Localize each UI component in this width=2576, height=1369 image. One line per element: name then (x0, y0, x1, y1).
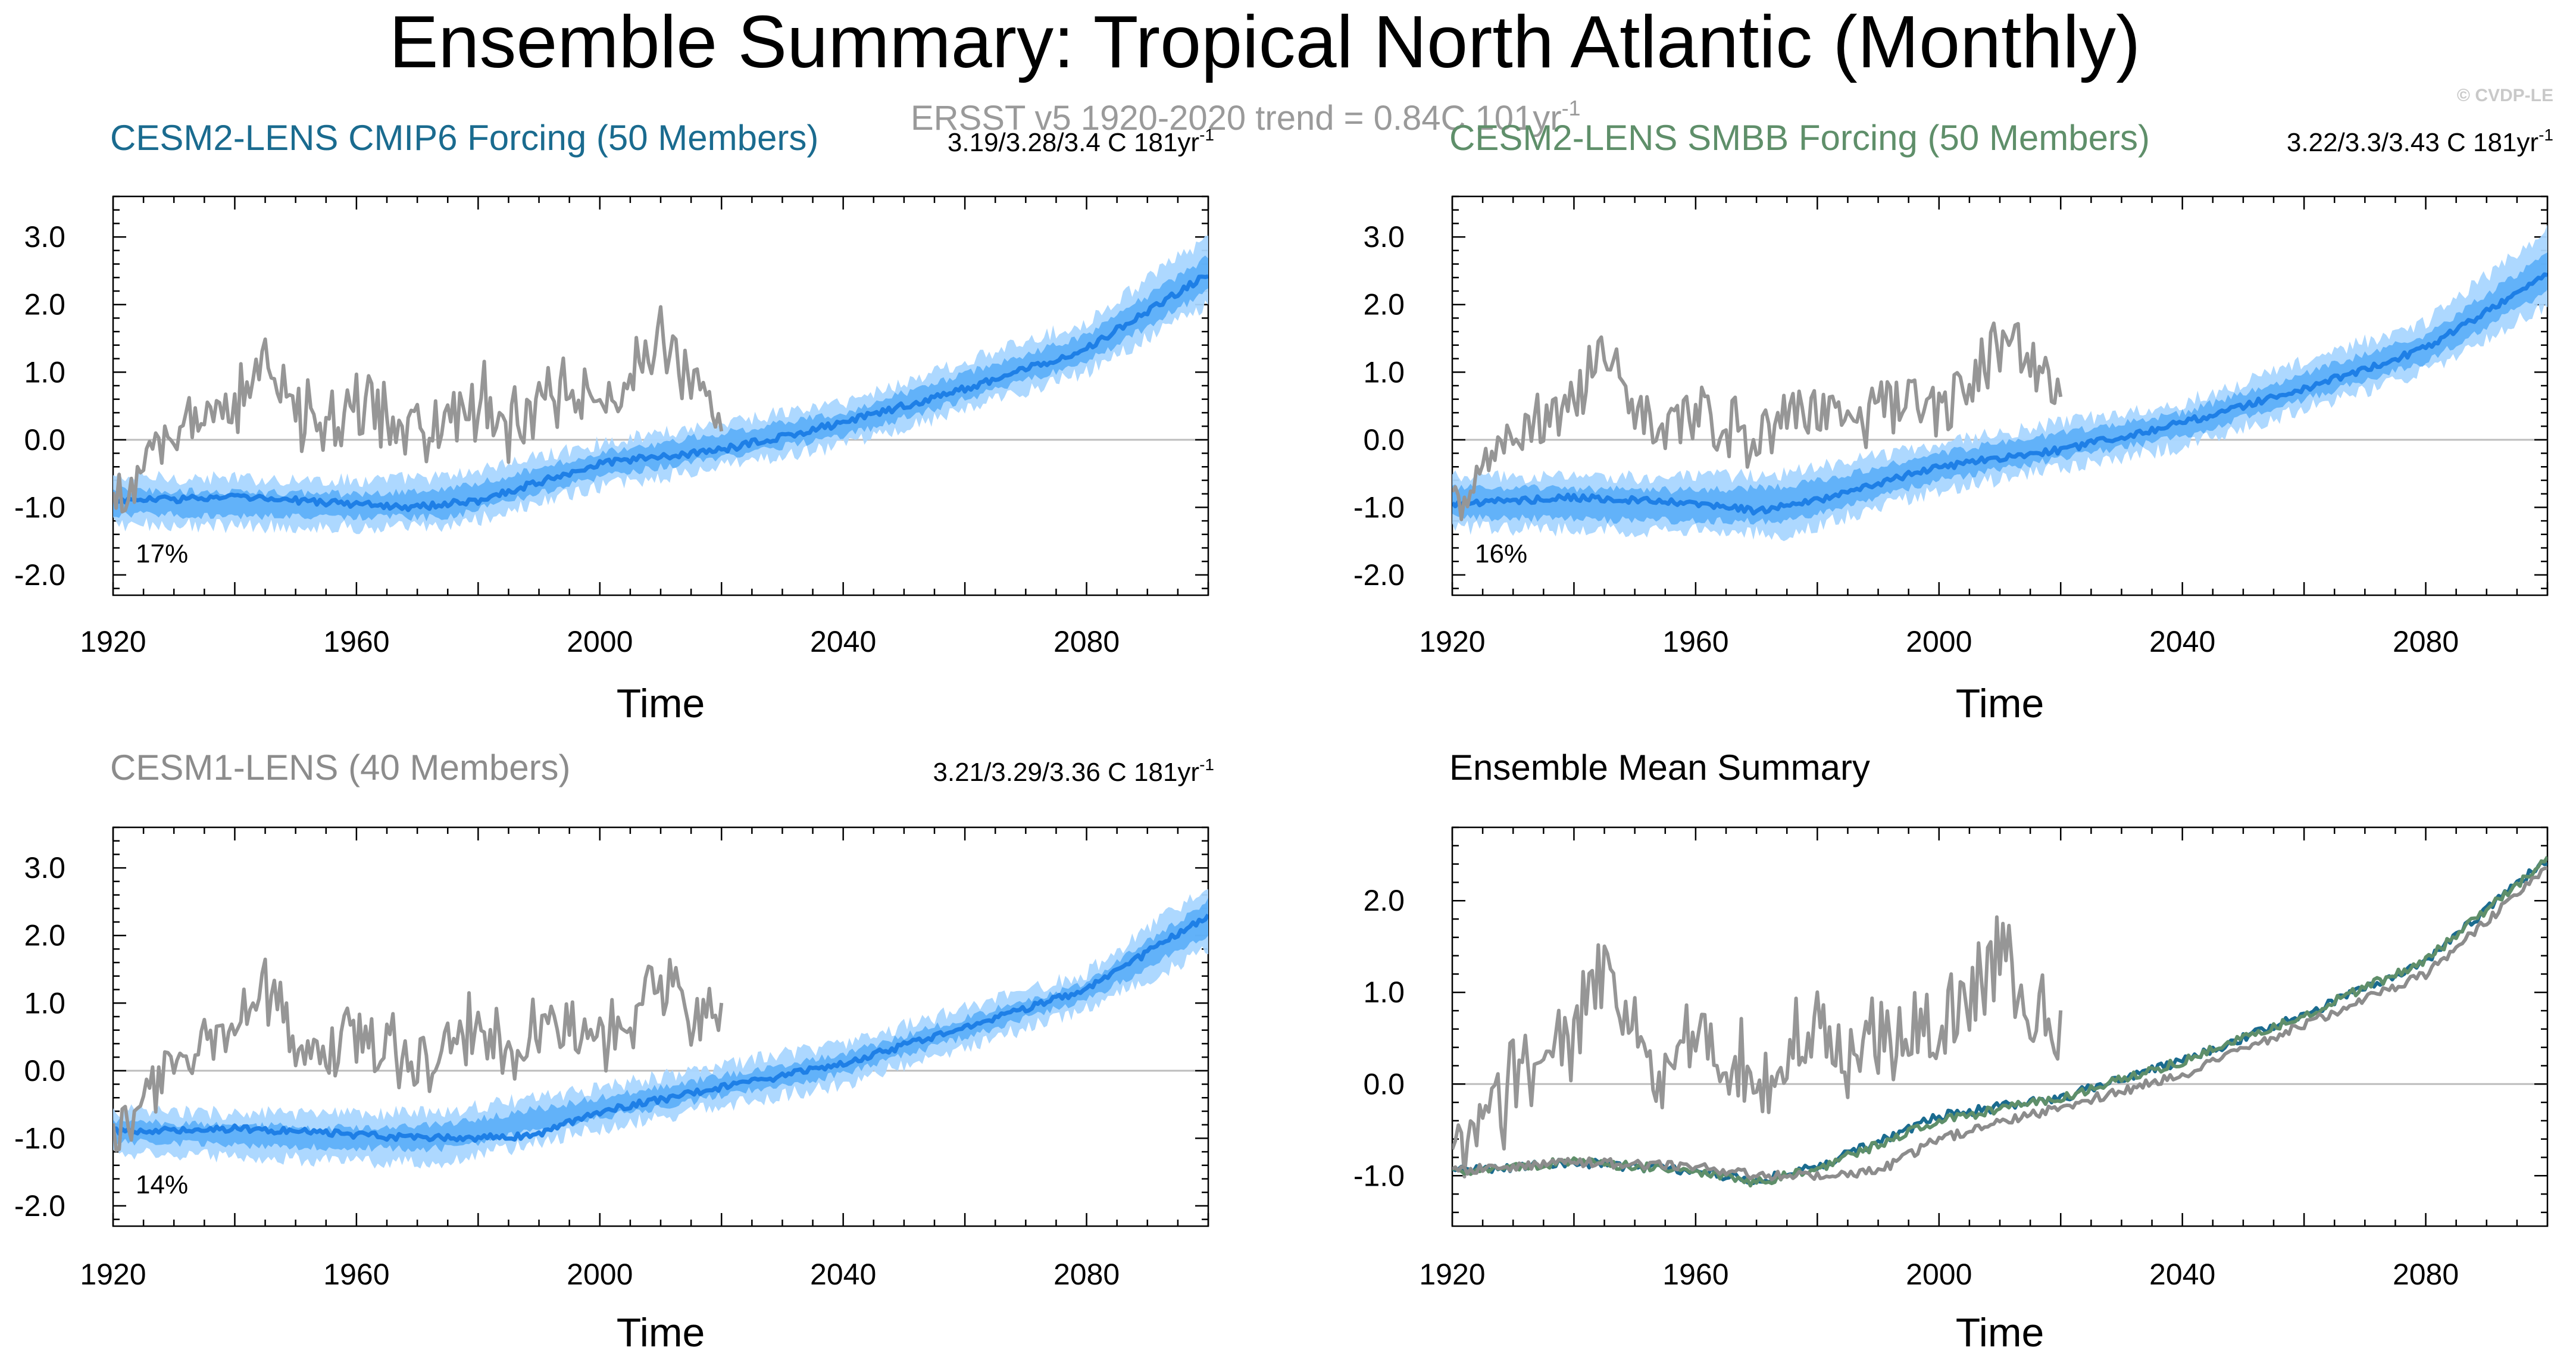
ensemble-mean-line-3 (1452, 866, 2547, 1182)
panel-trend-label: 3.21/3.29/3.36 C 181yr-1 (933, 755, 1214, 787)
y-tick-label: -1.0 (1353, 1159, 1405, 1192)
observations-line (1452, 321, 2063, 521)
plot-area (1452, 224, 2547, 542)
ensemble-mean-line-1 (1452, 859, 2547, 1185)
x-axis-title: Time (617, 1310, 705, 1355)
observations-line (113, 305, 724, 514)
x-tick-label: 2080 (2393, 1258, 2459, 1291)
y-tick-label: 1.0 (24, 355, 65, 389)
x-tick-label: 2040 (2149, 1258, 2215, 1291)
panel-percent-label: 14% (136, 1170, 188, 1199)
chart-panel-top-right: 1920 1960 2000 2040 2080 -2.0 -1.0 0.0 1.0 2.0 3.0… (1353, 118, 2553, 726)
plot-frame (1451, 195, 2549, 596)
x-tick-label: 2000 (1906, 1258, 1972, 1291)
obs-trend-sup: -1 (1562, 96, 1581, 120)
y-tick-label: 2.0 (1363, 288, 1405, 321)
panel-percent-label: 16% (1475, 539, 1527, 568)
x-tick-label: 1920 (80, 625, 146, 658)
x-tick-label: 2000 (567, 1258, 633, 1291)
y-tick-label: -2.0 (14, 1189, 65, 1223)
x-tick-label: 2080 (1053, 625, 1120, 658)
chart-panel-top-left: 1920 1960 2000 2040 2080 -2.0 -1.0 0.0 1.0 2.0 3.0… (14, 118, 1214, 726)
x-tick-label: 1960 (323, 625, 389, 658)
ensemble-mean-line (113, 913, 1208, 1143)
figure-title: Ensemble Summary: Tropical North Atlanti… (389, 1, 2141, 83)
x-tick-label: 2040 (810, 1258, 876, 1291)
chart-panels: 1920 1960 2000 2040 2080 -2.0 -1.0 0.0 1.0 2.0 3.0… (14, 118, 2553, 1355)
x-tick-label: 2080 (1053, 1258, 1120, 1291)
y-tick-label: 3.0 (1363, 220, 1405, 254)
observations-line (1452, 915, 2063, 1179)
x-axis-title: Time (617, 681, 705, 726)
x-tick-label: 2080 (2393, 625, 2459, 658)
y-tick-label: -1.0 (1353, 490, 1405, 524)
x-axis-title: Time (1956, 1310, 2044, 1355)
x-tick-label: 2040 (810, 625, 876, 658)
x-tick-label: 1960 (323, 1258, 389, 1291)
y-tick-label: -2.0 (1353, 558, 1405, 592)
x-tick-label: 1960 (1662, 625, 1728, 658)
y-tick-label: 0.0 (24, 423, 65, 457)
obs-trend-label: ERSST v5 1920-2020 trend = 0.84C 101yr-1 (911, 96, 1581, 137)
x-tick-label: 1920 (1419, 1258, 1485, 1291)
panel-title: Ensemble Mean Summary (1449, 748, 1870, 787)
y-tick-label: 2.0 (24, 919, 65, 952)
y-tick-label: 1.0 (1363, 355, 1405, 389)
panel-trend-label: 3.19/3.28/3.4 C 181yr-1 (948, 126, 1214, 157)
panel-title: CESM1-LENS (40 Members) (110, 748, 571, 787)
y-tick-label: -2.0 (14, 558, 65, 592)
plot-area (113, 236, 1208, 535)
ensemble-mean-line (1452, 272, 2547, 516)
y-tick-label: 0.0 (1363, 1067, 1405, 1101)
x-axis-title: Time (1956, 681, 2044, 726)
y-tick-label: -1.0 (14, 1121, 65, 1155)
y-tick-label: 1.0 (24, 986, 65, 1020)
y-tick-label: 2.0 (24, 288, 65, 321)
panel-title: CESM2-LENS SMBB Forcing (50 Members) (1449, 118, 2150, 158)
obs-trend-text: ERSST v5 1920-2020 trend = 0.84C 101yr (911, 99, 1562, 137)
y-tick-label: -1.0 (14, 490, 65, 524)
y-tick-label: 0.0 (1363, 423, 1405, 457)
x-tick-label: 2000 (567, 625, 633, 658)
y-tick-label: 3.0 (24, 220, 65, 254)
y-tick-label: 2.0 (1363, 884, 1405, 917)
panel-trend-label: 3.22/3.3/3.43 C 181yr-1 (2287, 126, 2553, 157)
y-tick-label: 1.0 (1363, 976, 1405, 1009)
x-tick-label: 1920 (80, 1258, 146, 1291)
panel-percent-label: 17% (136, 539, 188, 568)
observations-line (113, 957, 724, 1152)
chart-panel-bottom-right: 1920 1960 2000 2040 2080 -1.0 0.0 1.0 2.0 Ensembl… (1353, 748, 2549, 1355)
ensemble-mean-line-2 (1452, 855, 2547, 1187)
copyright-label: © CVDP-LE (2457, 86, 2553, 105)
x-tick-label: 2000 (1906, 625, 1972, 658)
panel-title: CESM2-LENS CMIP6 Forcing (50 Members) (110, 118, 818, 158)
y-tick-label: 0.0 (24, 1054, 65, 1087)
ensemble-mean-line (113, 274, 1208, 512)
ensemble-spread-inner (113, 255, 1208, 521)
x-tick-label: 1920 (1419, 625, 1485, 658)
y-tick-label: 3.0 (24, 851, 65, 884)
chart-panel-bottom-left: 1920 1960 2000 2040 2080 -2.0 -1.0 0.0 1.0 2.0 3.0… (14, 748, 1214, 1355)
plot-area (113, 889, 1208, 1169)
plot-area (1452, 855, 2547, 1187)
x-tick-label: 2040 (2149, 625, 2215, 658)
x-tick-label: 1960 (1662, 1258, 1728, 1291)
